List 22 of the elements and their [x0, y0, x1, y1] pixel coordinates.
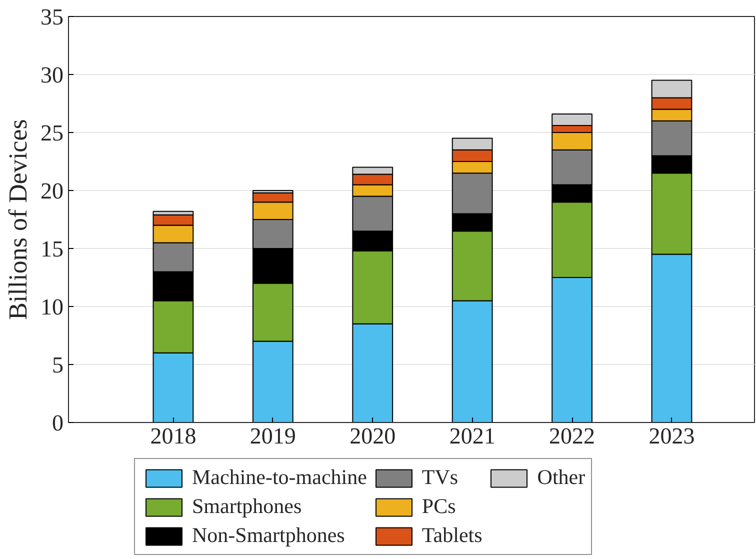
x-tick-label: 2021	[449, 424, 496, 448]
y-tick-label: 10	[40, 294, 64, 320]
legend-label: TVs	[422, 465, 458, 490]
legend-label: Smartphones	[192, 494, 302, 519]
x-tick-label: 2022	[549, 424, 596, 448]
legend-label: Machine-to-machine	[192, 465, 367, 490]
y-axis-title: Billions of Devices	[4, 119, 32, 320]
x-tick-label: 2023	[648, 424, 695, 448]
y-tick-label: 30	[40, 62, 64, 88]
legend-label: Other	[537, 465, 586, 490]
legend-label: Tablets	[422, 523, 482, 548]
x-tick-label: 2018	[150, 424, 196, 448]
y-tick-label: 20	[40, 178, 64, 204]
legend-label: Non-Smartphones	[192, 523, 345, 548]
y-tick-label: 5	[52, 352, 64, 378]
y-tick-label: 15	[40, 236, 64, 262]
x-tick-label: 2020	[350, 424, 396, 448]
x-tick-label: 2019	[250, 424, 296, 448]
legend-label: PCs	[422, 494, 456, 519]
y-tick-label: 25	[40, 120, 64, 146]
y-tick-label: 0	[52, 410, 64, 436]
y-tick-label: 35	[40, 4, 64, 30]
